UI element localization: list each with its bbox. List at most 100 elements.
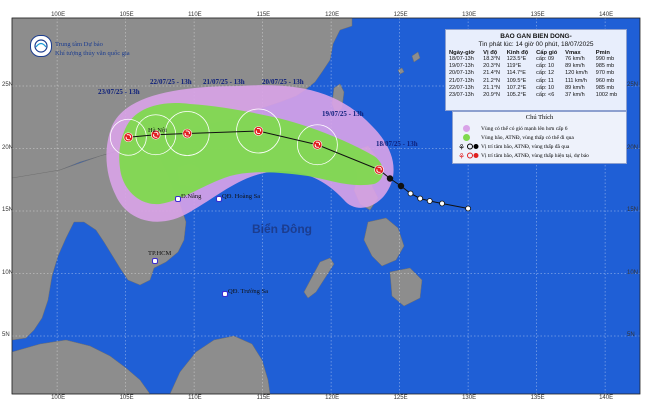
bulletin-row: 22/07-13h 21.1°N 107.2°E cấp: 10 89 km/h 985 …	[448, 85, 624, 92]
place-hcm-dot	[152, 258, 158, 264]
storm-symbol-icon	[150, 129, 161, 140]
place-hcm: TP.HCM	[148, 250, 172, 257]
bulletin-cell: 114.7°E	[506, 70, 526, 77]
bulletin-header: Ngày-giờ	[449, 50, 475, 56]
svg-text:⚘: ⚘	[458, 143, 465, 151]
lon-tick-bottom: 110E	[188, 395, 202, 401]
forecast-radius-circle	[236, 108, 281, 154]
forecast-label-23: 23/07/25 - 13h	[98, 88, 140, 96]
green-zone-icon	[457, 133, 479, 142]
storm-symbol-icon	[253, 126, 264, 136]
lon-tick-top: 110E	[188, 12, 202, 18]
bulletin-cell: 18/07-13h	[449, 56, 474, 62]
bulletin-cell: 119°E	[506, 63, 522, 70]
bulletin-cell: 105.2°E	[506, 92, 527, 99]
legend-item-past: ⚘ Vị trí tâm bão, ATNĐ, vùng thấp đã qua	[457, 142, 569, 151]
radius-circles	[109, 108, 338, 166]
past-track-point	[417, 195, 424, 202]
lon-tick-bottom: 105E	[119, 395, 134, 401]
bulletin-cell: 120 km/h	[565, 70, 588, 77]
bulletin-row: 21/07-13h 21.2°N 109.5°E cấp: 11 111 km/h 960…	[448, 78, 624, 85]
agency-name: Trung tâm Dự báo Khí tượng thủy văn quốc…	[55, 40, 130, 58]
storm-symbol-icon	[123, 132, 134, 143]
lon-tick-top: 135E	[530, 12, 545, 18]
bulletin-cell: 89 km/h	[565, 63, 585, 70]
bulletin-cell: 19/07-13h	[449, 63, 474, 70]
lon-tick-bottom: 130E	[462, 395, 477, 401]
bulletin-cell: 89 km/h	[565, 84, 585, 91]
bulletin-cell: 18.3°N	[483, 56, 501, 62]
bulletin-cell: 1002 mb	[595, 92, 618, 99]
bulletin-cell: cấp: 09	[536, 56, 555, 62]
legend-item-storm-zone: Vùng bão, ATNĐ, vùng thấp có thể đi qua	[457, 133, 574, 142]
past-storm-symbol-icon: ⚘	[457, 142, 479, 151]
storm-zone	[119, 103, 383, 205]
bulletin-cell: 960 mb	[595, 77, 615, 84]
bulletin-header: Cấp gió	[536, 50, 558, 56]
place-danang: Đ.Nẵng	[181, 193, 202, 200]
bulletin-table: Ngày-giờ Vị độ Kinh độ Cấp gió Vmax Pmin…	[448, 50, 624, 99]
forecast-label-18: 18/07/25 - 13h	[376, 140, 418, 148]
bulletin-title: BAO GAN BIEN DONG-	[500, 33, 572, 40]
forecast-radius-circle	[296, 124, 338, 166]
past-track-point	[439, 200, 445, 207]
past-track-point	[426, 198, 433, 204]
legend-text: Vị trí tâm bão, ATNĐ, vùng thấp hiện tại…	[481, 152, 589, 159]
lat-tick-left: 25N	[2, 82, 14, 88]
bulletin-cell: 37 km/h	[565, 92, 585, 99]
bulletin-cell: 123.5°E	[506, 56, 527, 62]
bulletin-cell: 990 mb	[595, 56, 615, 62]
bulletin-cell: cấp: 12	[536, 70, 555, 77]
forecast-label-19: 19/07/25 - 13h	[322, 110, 364, 118]
legend-text: Vùng bão, ATNĐ, vùng thấp có thể đi qua	[481, 134, 574, 141]
storm-symbol-icon	[312, 139, 323, 150]
land-borneo	[169, 335, 271, 395]
legend-item-current: ⚘ Vị trí tâm bão, ATNĐ, vùng thấp hiện t…	[457, 151, 589, 160]
lat-tick-right: 10N	[627, 269, 639, 276]
bulletin-cell: 23/07-13h	[449, 92, 474, 99]
bulletin-cell: 20.9°N	[483, 92, 501, 99]
lat-tick-right: 25N	[627, 82, 639, 88]
forecast-label-20: 20/07/25 - 13h	[262, 78, 304, 86]
agency-line2: Khí tượng thủy văn quốc gia	[55, 50, 130, 57]
lon-tick-bottom: 115E	[256, 395, 271, 401]
bulletin-cell: cấp: 10	[536, 63, 555, 70]
bulletin-cell: cấp: 11	[536, 77, 554, 84]
legend-item-wind: Vùng có thể có gió mạnh lên hơn cấp 6	[457, 124, 567, 133]
past-track-point	[397, 182, 405, 190]
legend-title: Chú Thích	[525, 114, 554, 121]
forecast-label-21: 21/07/25 - 13h	[203, 78, 245, 86]
bulletin-cell: 21/07-13h	[449, 77, 474, 84]
bulletin-header: Pmin	[595, 50, 610, 56]
lon-tick-top: 105E	[119, 12, 134, 18]
bulletin-cell: 20/07-13h	[449, 70, 474, 77]
lon-tick-bottom: 100E	[51, 395, 66, 401]
agency-line1: Trung tâm Dự báo	[55, 41, 103, 48]
bulletin-cell: 985 mb	[595, 63, 615, 70]
past-track-point	[386, 175, 394, 182]
land-ryukyu	[397, 51, 421, 75]
lon-tick-top: 100E	[51, 12, 66, 18]
lon-tick-bottom: 135E	[530, 395, 545, 401]
bulletin-cell: 21.4°N	[483, 70, 501, 77]
forecast-radius-circle	[109, 118, 147, 156]
bulletin-header-row: Ngày-giờ Vị độ Kinh độ Cấp gió Vmax Pmin	[448, 50, 624, 56]
lat-tick-right: 20N	[627, 144, 639, 151]
lat-tick-left: 15N	[2, 207, 14, 213]
forecast-radius-circle	[164, 111, 210, 156]
bulletin-cell: 76 km/h	[565, 56, 585, 62]
place-danang-dot	[175, 196, 181, 202]
forecast-track-points	[123, 126, 384, 175]
land-mindanao	[389, 267, 423, 307]
bulletin-cell: 107.2°E	[506, 84, 527, 91]
storm-symbol-icon	[374, 164, 384, 175]
bulletin-cell: 21.1°N	[483, 84, 501, 91]
bulletin-cell: 21.2°N	[483, 77, 501, 84]
lon-tick-bottom: 120E	[325, 395, 340, 401]
lat-tick-right: 5N	[627, 332, 635, 338]
sea-name: Biển Đông	[252, 222, 312, 236]
bulletin-cell: 970 mb	[595, 70, 615, 77]
land-visayas	[363, 217, 405, 267]
bulletin-cell: cấp: <6	[536, 92, 555, 99]
